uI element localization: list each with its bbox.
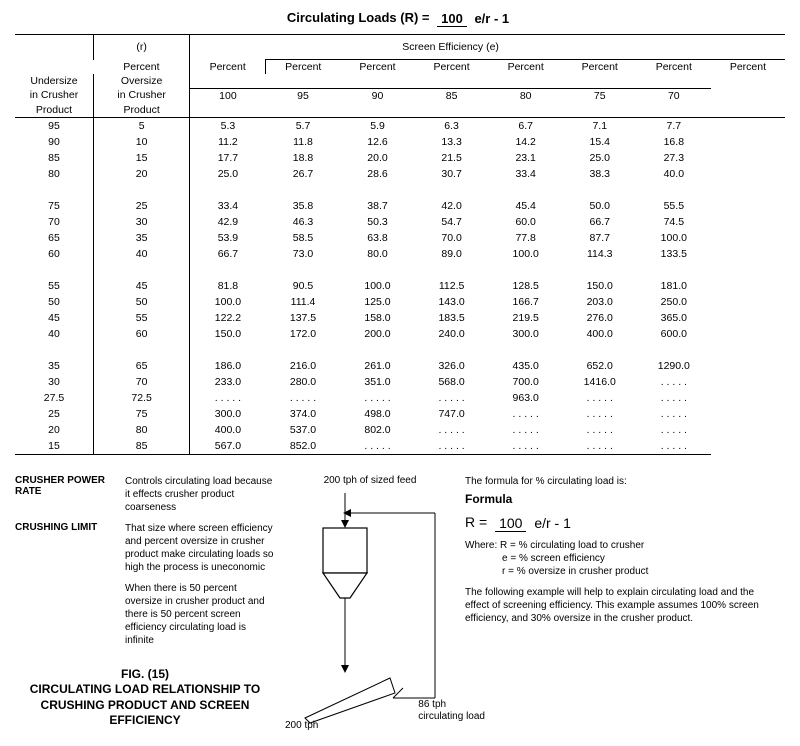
table-row: 1585567.0852.0. . . . .. . . . .. . . . … (15, 438, 785, 455)
table-row: 653553.958.563.870.077.887.7100.0 (15, 230, 785, 246)
definitions-column: CRUSHER POWER RATE Controls circulating … (15, 475, 275, 731)
where-r: r = % oversize in crusher product (502, 565, 765, 578)
right-intro: The formula for % circulating load is: (465, 475, 765, 488)
table-row: 27.572.5. . . . .. . . . .. . . . .. . .… (15, 390, 785, 406)
table-row: 752533.435.838.742.045.450.055.5 (15, 198, 785, 214)
right-explain: The following example will help to expla… (465, 586, 765, 625)
formula-R: R = 100 e/r - 1 (465, 513, 765, 532)
title-formula: Circulating Loads (R) = 100 e/r - 1 (15, 10, 785, 26)
crushing-limit-label: CRUSHING LIMIT (15, 522, 125, 647)
table-row: 554581.890.5100.0112.5128.5150.0181.0 (15, 278, 785, 294)
diagram-bottom-left: 200 tph (285, 720, 318, 731)
power-rate-label: CRUSHER POWER RATE (15, 475, 125, 514)
where-R: Where: R = % circulating load to crusher (465, 539, 765, 552)
diagram-column: 200 tph of sized feed 200 tph 86 tp (285, 475, 455, 731)
table-row: 604066.773.080.089.0100.0114.3133.5 (15, 246, 785, 262)
circulating-loads-table: (r) Screen Efficiency (e) PercentPercent… (15, 34, 785, 455)
table-row: 901011.211.812.613.314.215.416.8 (15, 134, 785, 150)
figure-caption: FIG. (15) CIRCULATING LOAD RELATIONSHIP … (15, 667, 275, 729)
table-row: 2080400.0537.0802.0. . . . .. . . . .. .… (15, 422, 785, 438)
diagram-circ-label: 86 tph circulating load (418, 699, 485, 723)
crushing-limit-text2: When there is 50 percent oversize in cru… (125, 582, 275, 647)
table-row: 851517.718.820.021.523.125.027.3 (15, 150, 785, 166)
crushing-limit-text1: That size where screen efficiency and pe… (125, 522, 275, 574)
bottom-section: CRUSHER POWER RATE Controls circulating … (15, 475, 785, 731)
table-row: 5050100.0111.4125.0143.0166.7203.0250.0 (15, 294, 785, 310)
crusher-diagram (285, 488, 455, 728)
table-row: 703042.946.350.354.760.066.774.5 (15, 214, 785, 230)
table-row: 2575300.0374.0498.0747.0. . . . .. . . .… (15, 406, 785, 422)
table-row: 9555.35.75.96.36.77.17.7 (15, 117, 785, 134)
formula-fraction: 100 e/r - 1 (437, 11, 513, 26)
formula-prefix: Circulating Loads (R) = (287, 10, 433, 25)
formula-heading: Formula (465, 492, 765, 508)
power-rate-text: Controls circulating load because it eff… (125, 475, 275, 514)
where-e: e = % screen efficiency (502, 552, 765, 565)
table-row: 802025.026.728.630.733.438.340.0 (15, 166, 785, 182)
table-row: 4555122.2137.5158.0183.5219.5276.0365.0 (15, 310, 785, 326)
formula-column: The formula for % circulating load is: F… (465, 475, 765, 731)
screen-efficiency-header: Screen Efficiency (e) (190, 35, 711, 60)
table-row: 4060150.0172.0200.0240.0300.0400.0600.0 (15, 326, 785, 342)
table-row: 3070233.0280.0351.0568.0700.01416.0. . .… (15, 374, 785, 390)
table-row: 3565186.0216.0261.0326.0435.0652.01290.0 (15, 358, 785, 374)
feed-label: 200 tph of sized feed (285, 475, 455, 486)
